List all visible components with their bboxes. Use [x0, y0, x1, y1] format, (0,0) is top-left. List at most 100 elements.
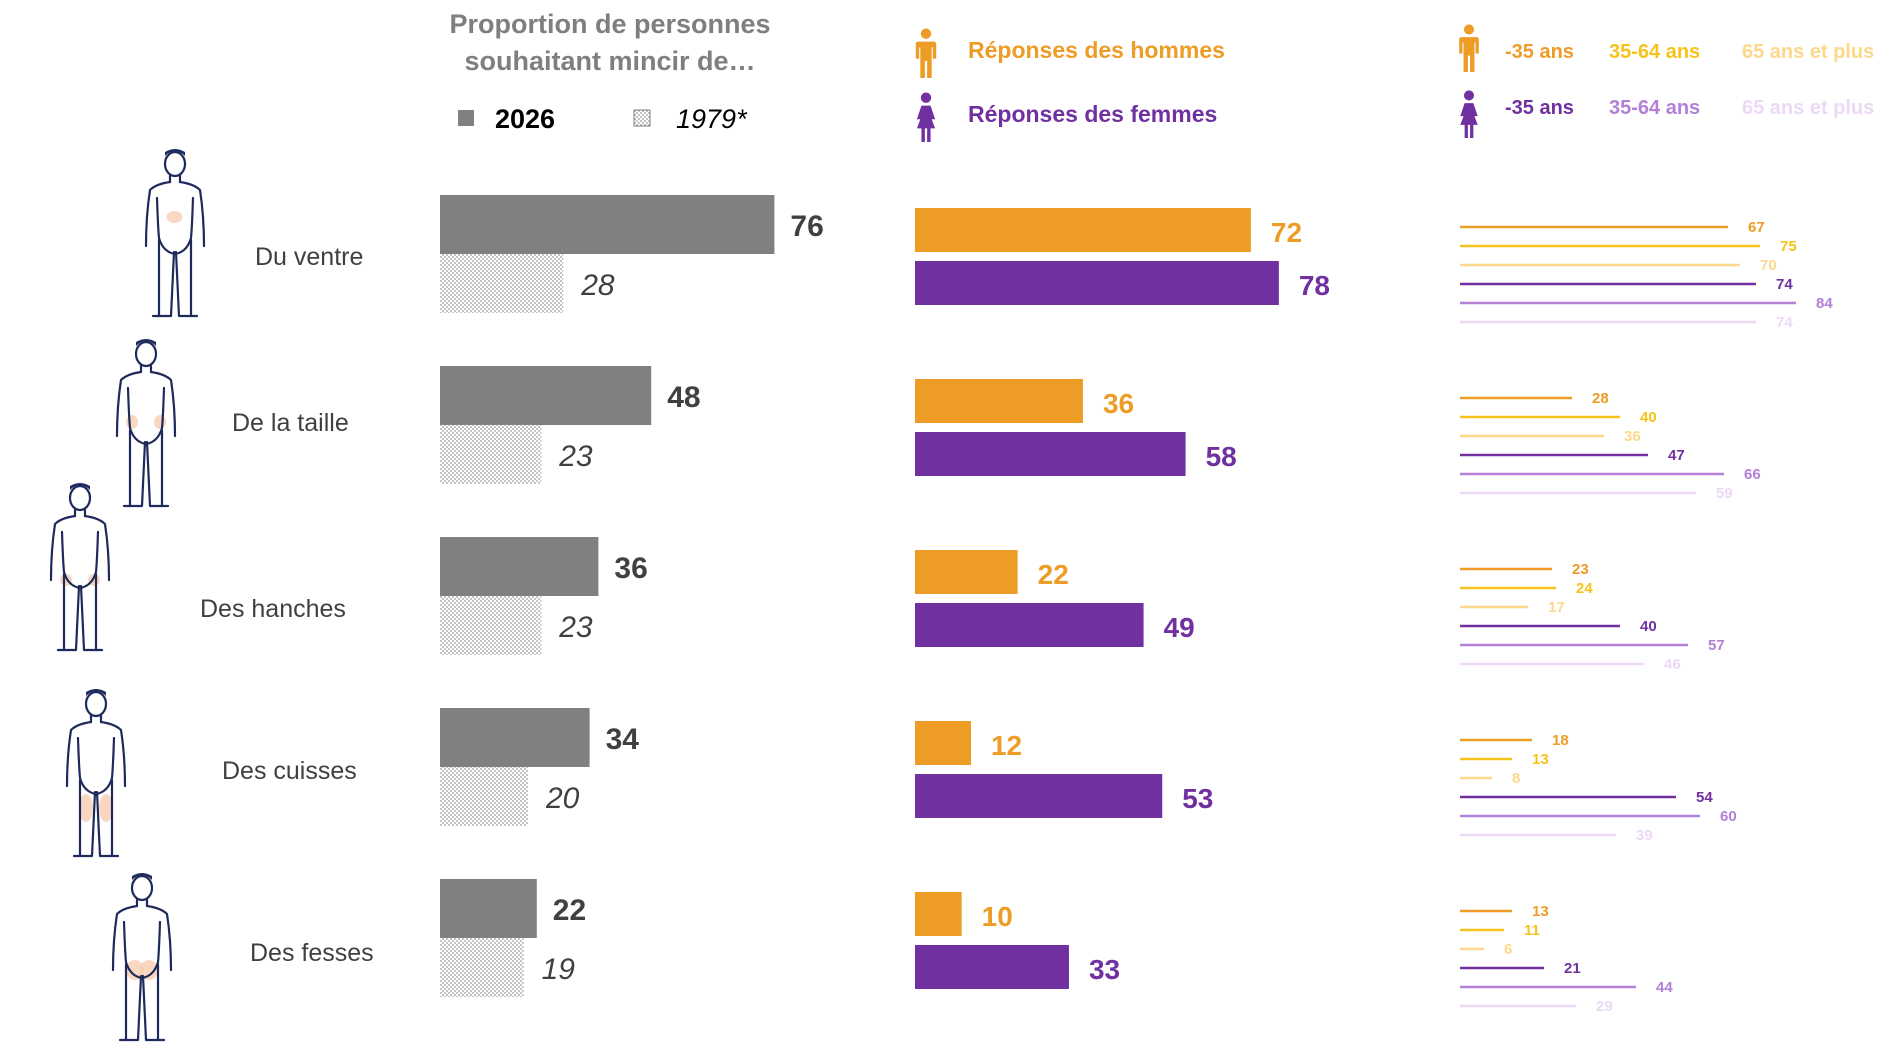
age-value-label: 66 — [1744, 466, 1761, 483]
category-label: De la taille — [232, 409, 349, 437]
age-value-label: 29 — [1596, 998, 1613, 1015]
age-value-label: 11 — [1524, 922, 1540, 939]
value-label-women: 58 — [1206, 441, 1237, 472]
bar-women — [915, 945, 1069, 989]
age-value-label: 57 — [1708, 637, 1725, 654]
age-value-label: 17 — [1548, 599, 1565, 616]
highlight-area — [79, 794, 93, 822]
age-value-label: 28 — [1592, 390, 1609, 407]
man-icon-age — [1459, 24, 1479, 72]
body-outline-icon — [49, 482, 111, 652]
bar-men — [915, 550, 1018, 594]
age-legend-women-1: 35-64 ans — [1609, 97, 1700, 119]
bar-2026 — [440, 366, 652, 425]
age-value-label: 6 — [1504, 941, 1512, 958]
value-label-men: 36 — [1103, 388, 1134, 419]
age-value-label: 74 — [1776, 314, 1793, 331]
highlight-area — [166, 211, 183, 223]
bar-1979 — [440, 596, 542, 655]
bar-1979 — [440, 254, 564, 313]
age-value-label: 47 — [1668, 447, 1685, 464]
age-value-label: 75 — [1780, 238, 1797, 255]
age-value-label: 21 — [1564, 960, 1581, 977]
highlight-area — [126, 415, 138, 429]
legend-swatch-2026 — [458, 110, 474, 126]
woman-icon — [916, 92, 936, 142]
age-value-label: 59 — [1716, 485, 1733, 502]
chart-title-line2: souhaitant mincir de… — [464, 46, 755, 76]
body-figure-icon — [65, 688, 127, 858]
bar-1979 — [440, 938, 524, 997]
value-label-2026: 76 — [790, 210, 823, 243]
age-value-label: 36 — [1624, 428, 1641, 445]
body-figure-icon — [144, 148, 206, 318]
age-value-label: 24 — [1576, 580, 1593, 597]
bar-women — [915, 261, 1279, 305]
age-value-label: 39 — [1636, 827, 1653, 844]
category-label: Des cuisses — [222, 757, 357, 785]
age-value-label: 23 — [1572, 561, 1589, 578]
highlight-area — [126, 960, 144, 980]
category-row: Des fesses 22 19 10 33 13 11 6 21 44 29 — [111, 872, 1673, 1042]
chart-title-line1: Proportion de personnes — [449, 9, 770, 39]
bar-men — [915, 721, 971, 765]
age-value-label: 18 — [1552, 732, 1569, 749]
age-value-label: 54 — [1696, 789, 1713, 806]
value-label-2026: 34 — [606, 723, 640, 756]
category-label: Des hanches — [200, 595, 346, 623]
age-value-label: 67 — [1748, 219, 1765, 236]
highlight-area — [99, 794, 113, 822]
body-outline-icon — [65, 688, 127, 858]
legend-label-women: Réponses des femmes — [968, 101, 1217, 127]
value-label-men: 10 — [982, 901, 1013, 932]
bar-2026 — [440, 537, 599, 596]
age-value-label: 70 — [1760, 257, 1777, 274]
value-label-1979: 23 — [558, 440, 593, 473]
bar-2026 — [440, 708, 590, 767]
value-label-2026: 36 — [614, 552, 647, 585]
bar-men — [915, 208, 1251, 252]
legend-label-1979: 1979* — [676, 104, 748, 134]
value-label-men: 22 — [1038, 559, 1069, 590]
body-outline-icon — [144, 148, 206, 318]
value-label-women: 49 — [1164, 612, 1195, 643]
age-legend-men-2: 65 ans et plus — [1742, 41, 1874, 63]
value-label-men: 12 — [991, 730, 1022, 761]
bar-1979 — [440, 767, 528, 826]
age-value-label: 8 — [1512, 770, 1520, 787]
category-row: De la taille 48 23 36 58 28 40 36 47 66 59 — [115, 338, 1761, 508]
age-value-label: 13 — [1532, 751, 1549, 768]
legend-label-2026: 2026 — [495, 104, 555, 134]
value-label-1979: 19 — [542, 953, 576, 986]
age-legend-men-0: -35 ans — [1505, 41, 1574, 63]
category-label: Du ventre — [255, 243, 363, 271]
highlight-area — [140, 960, 158, 980]
age-value-label: 13 — [1532, 903, 1549, 920]
age-value-label: 40 — [1640, 618, 1657, 635]
bar-women — [915, 432, 1186, 476]
category-row: Des hanches 36 23 22 49 23 24 17 40 57 46 — [49, 482, 1725, 673]
value-label-women: 53 — [1182, 783, 1213, 814]
age-value-label: 84 — [1816, 295, 1833, 312]
value-label-men: 72 — [1271, 217, 1302, 248]
bar-men — [915, 379, 1083, 423]
age-value-label: 60 — [1720, 808, 1737, 825]
bar-1979 — [440, 425, 542, 484]
value-label-1979: 23 — [558, 611, 593, 644]
value-label-1979: 20 — [545, 782, 580, 815]
age-value-label: 74 — [1776, 276, 1793, 293]
bar-women — [915, 774, 1163, 818]
age-value-label: 44 — [1656, 979, 1673, 996]
bar-2026 — [440, 195, 775, 254]
man-icon — [915, 28, 937, 78]
bar-men — [915, 892, 962, 936]
age-legend-men-1: 35-64 ans — [1609, 41, 1700, 63]
category-label: Des fesses — [250, 939, 374, 967]
body-figure-icon — [111, 872, 173, 1042]
legend-label-men: Réponses des hommes — [968, 37, 1225, 63]
legend-swatch-1979 — [633, 109, 651, 127]
value-label-2026: 22 — [553, 894, 586, 927]
